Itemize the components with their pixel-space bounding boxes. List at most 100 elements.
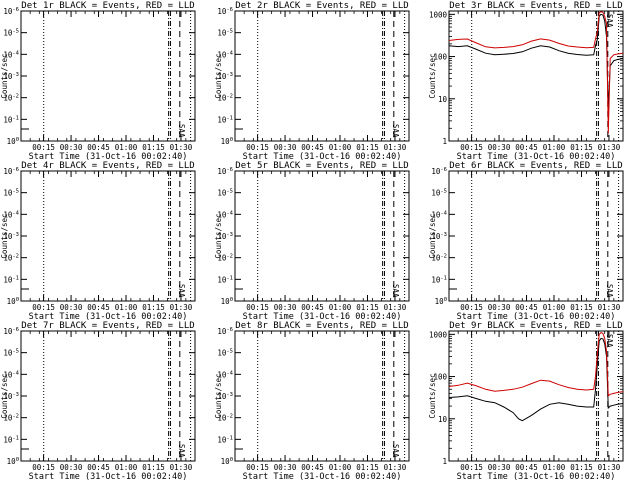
- ytick-label: 100: [7, 457, 19, 466]
- chart-title: Det 1r BLACK = Events, RED = LLD: [21, 1, 194, 11]
- saa-annotation: SAA: [177, 124, 186, 138]
- ytick-label: 1000: [429, 330, 448, 339]
- xtick-label: 01:15: [356, 303, 379, 312]
- xtick-label: 00:30: [60, 463, 83, 472]
- xtick-label: 00:45: [515, 143, 538, 152]
- ytick-label: 10-2: [3, 254, 19, 263]
- xtick-label: 01:15: [356, 143, 379, 152]
- chart-title: Det 6r BLACK = Events, RED = LLD: [449, 161, 622, 171]
- ytick-label: 1000: [429, 10, 448, 19]
- xtick-label: 01:30: [598, 463, 621, 472]
- x-axis-label: Start Time (31-Oct-16 00:02:40): [457, 152, 616, 162]
- saa-annotation: SAA: [605, 334, 614, 348]
- xtick-label: 00:45: [87, 143, 110, 152]
- xtick-label: 00:45: [301, 303, 324, 312]
- xtick-label: 00:30: [488, 143, 511, 152]
- chart-panel-8: Det 8r BLACK = Events, RED = LLD 100 10-1 1…: [214, 321, 410, 480]
- ytick-label: 10-2: [217, 94, 233, 103]
- x-axis-label: Start Time (31-Oct-16 00:02:40): [243, 152, 402, 162]
- xtick-label: 00:30: [274, 463, 297, 472]
- xtick-label: 00:15: [32, 463, 55, 472]
- ytick-label: 100: [7, 297, 19, 306]
- ytick-label: 10-2: [217, 414, 233, 423]
- xtick-label: 01:30: [384, 303, 407, 312]
- saa-annotation: SAA: [391, 444, 400, 458]
- ytick-label: 10-1: [3, 435, 19, 444]
- saa-annotation: SAA: [391, 124, 400, 138]
- ytick-label: 10-5: [3, 349, 19, 358]
- series-lld-line: [448, 11, 624, 134]
- xtick-label: 01:00: [115, 143, 138, 152]
- xtick-label: 00:30: [60, 303, 83, 312]
- xtick-label: 00:30: [274, 303, 297, 312]
- y-axis-label: Counts/sec: [214, 373, 223, 418]
- y-axis-label: Counts/sec: [428, 53, 437, 98]
- ytick-label: 10-5: [3, 29, 19, 38]
- xtick-label: 00:30: [274, 143, 297, 152]
- xtick-label: 01:30: [598, 303, 621, 312]
- chart-title: Det 8r BLACK = Events, RED = LLD: [235, 321, 408, 331]
- ytick-label: 100: [7, 137, 19, 146]
- chart-panel-6: Det 6r BLACK = Events, RED = LLD 100 10-1 1…: [428, 161, 624, 322]
- ytick-label: 10-5: [3, 189, 19, 198]
- ytick-label: 10-6: [217, 167, 233, 176]
- plot-frame: [448, 10, 624, 142]
- ytick-label: 100: [221, 457, 233, 466]
- ytick-label: 10-5: [217, 189, 233, 198]
- saa-annotation: SAA: [177, 444, 186, 458]
- chart-panel-4: Det 4r BLACK = Events, RED = LLD 100 10-1 1…: [0, 161, 196, 322]
- xtick-label: 01:15: [570, 143, 593, 152]
- chart-panel-1: Det 1r BLACK = Events, RED = LLD 100 10-1 1…: [0, 1, 196, 162]
- xtick-label: 01:00: [115, 303, 138, 312]
- xtick-label: 00:15: [460, 143, 483, 152]
- xtick-label: 01:00: [115, 463, 138, 472]
- x-axis-label: Start Time (31-Oct-16 00:02:40): [29, 472, 188, 480]
- ytick-label: 10-4: [3, 370, 19, 379]
- chart-title: Det 4r BLACK = Events, RED = LLD: [21, 161, 194, 171]
- ytick-label: 10-3: [3, 72, 19, 81]
- ytick-label: 10-1: [217, 275, 233, 284]
- xtick-label: 01:00: [543, 303, 566, 312]
- saa-annotation: SAA: [605, 14, 614, 28]
- xtick-label: 01:30: [170, 143, 193, 152]
- ytick-label: 10-1: [431, 275, 447, 284]
- xtick-label: 01:15: [356, 463, 379, 472]
- y-axis-label: Counts/sec: [428, 213, 437, 258]
- ytick-label: 100: [433, 53, 447, 62]
- plot-frame: [448, 330, 624, 462]
- chart-panel-9: Det 9r BLACK = Events, RED = LLD 1 10 100 10…: [428, 321, 624, 480]
- chart-title: Det 9r BLACK = Events, RED = LLD: [449, 321, 622, 331]
- ytick-label: 10-1: [217, 435, 233, 444]
- chart-title: Det 3r BLACK = Events, RED = LLD: [449, 1, 622, 11]
- ytick-label: 10-2: [431, 254, 447, 263]
- ytick-label: 10-3: [217, 392, 233, 401]
- ytick-label: 10-3: [217, 72, 233, 81]
- chart-panel-7: Det 7r BLACK = Events, RED = LLD 100 10-1 1…: [0, 321, 196, 480]
- xtick-label: 01:15: [570, 303, 593, 312]
- y-axis-label: Counts/sec: [214, 213, 223, 258]
- xtick-label: 01:30: [384, 463, 407, 472]
- xtick-label: 01:00: [543, 143, 566, 152]
- ytick-label: 10-3: [3, 392, 19, 401]
- ytick-label: 10-5: [431, 189, 447, 198]
- xtick-label: 00:45: [87, 463, 110, 472]
- xtick-label: 01:00: [329, 143, 352, 152]
- ytick-label: 10-2: [3, 94, 19, 103]
- ytick-label: 10-5: [217, 349, 233, 358]
- ytick-label: 10-1: [3, 115, 19, 124]
- y-axis-label: Counts/sec: [214, 53, 223, 98]
- xtick-label: 00:45: [301, 463, 324, 472]
- saa-annotation: SAA: [177, 284, 186, 298]
- xtick-label: 00:30: [60, 143, 83, 152]
- ytick-label: 10-3: [3, 232, 19, 241]
- xtick-label: 01:15: [142, 303, 165, 312]
- ytick-label: 100: [433, 373, 447, 382]
- ytick-label: 10: [438, 415, 448, 424]
- chart-panel-3: Det 3r BLACK = Events, RED = LLD 1 10 100 10…: [428, 1, 624, 162]
- y-axis-label: Counts/sec: [0, 53, 9, 98]
- ytick-label: 10-3: [431, 232, 447, 241]
- chart-panel-2: Det 2r BLACK = Events, RED = LLD 100 10-1 1…: [214, 1, 410, 162]
- xtick-label: 01:30: [384, 143, 407, 152]
- x-axis-label: Start Time (31-Oct-16 00:02:40): [29, 312, 188, 322]
- xtick-label: 01:15: [570, 463, 593, 472]
